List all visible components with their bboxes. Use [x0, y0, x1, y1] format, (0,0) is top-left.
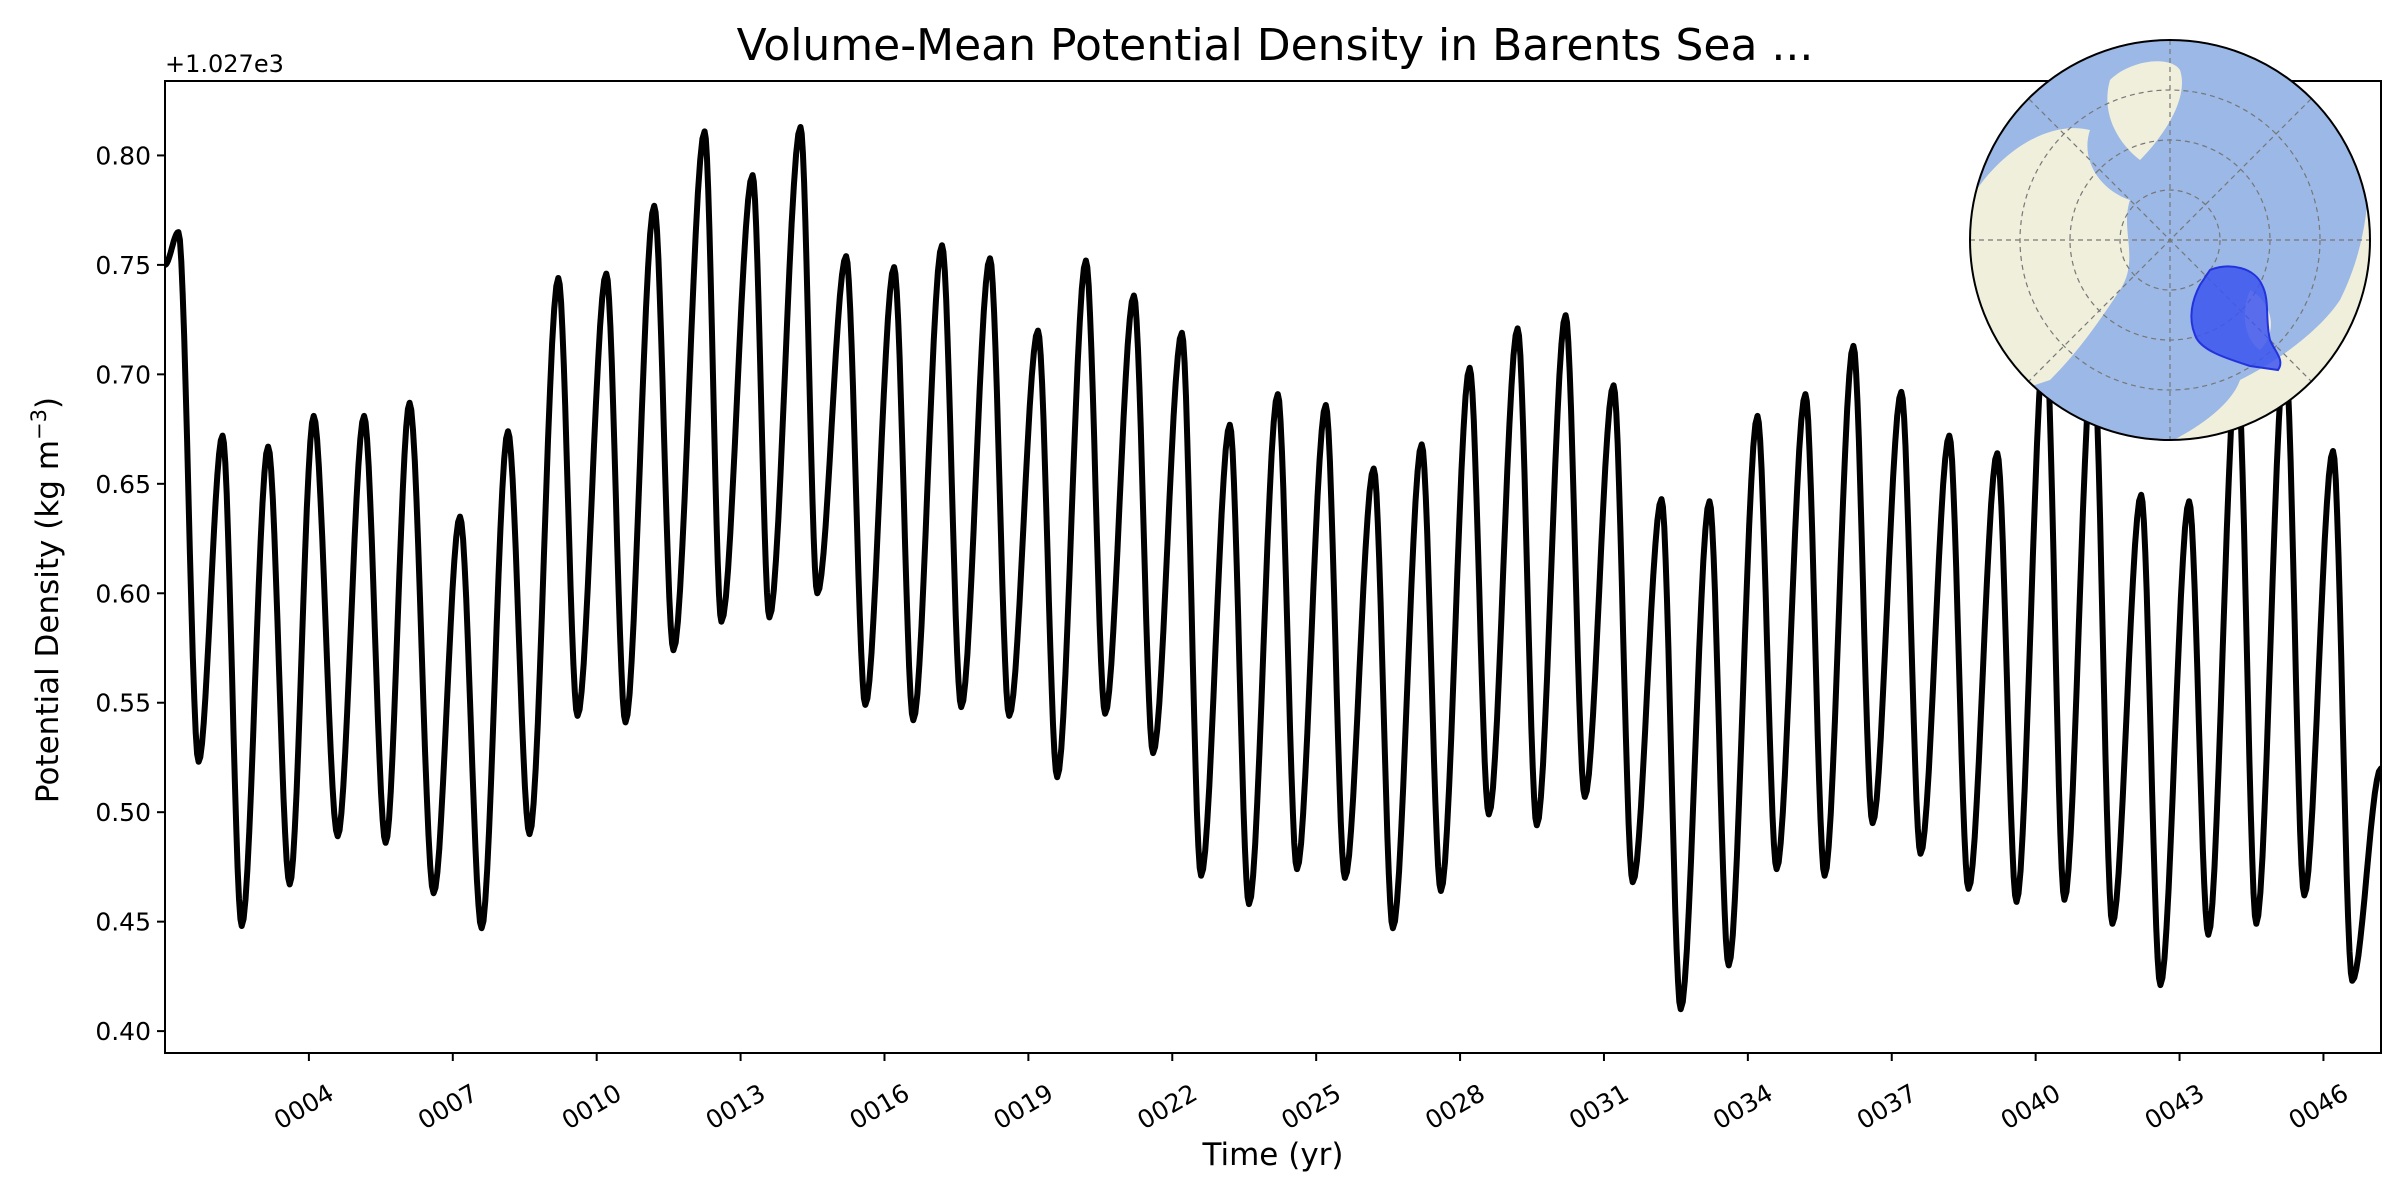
y-tick-label: 0.55 [95, 689, 151, 718]
x-tick-label: 0019 [989, 1078, 1059, 1135]
inset-region-map [1969, 39, 2371, 441]
x-tick-label: 0004 [269, 1078, 339, 1135]
x-tick-label: 0016 [845, 1078, 915, 1135]
y-tick-label: 0.75 [95, 251, 151, 280]
y-tick-label: 0.45 [95, 908, 151, 937]
map-land-north-america [1970, 128, 2130, 400]
density-series-line [165, 124, 2381, 1013]
chart-title: Volume-Mean Potential Density in Barents… [737, 20, 1814, 71]
y-tick-label: 0.65 [95, 470, 151, 499]
y-tick-label: 0.80 [95, 141, 151, 170]
x-tick-label: 0007 [413, 1078, 483, 1135]
x-axis-label: Time (yr) [1202, 1137, 1344, 1173]
x-ticks: 0004 0007 0010 0013 0016 0019 0022 0025 0028 0031… [269, 1053, 2353, 1135]
x-tick-label: 0028 [1420, 1078, 1490, 1135]
x-tick-label: 0010 [557, 1078, 627, 1135]
y-axis-label: Potential Density (kg m−3) [27, 397, 66, 803]
map-land-eurasia [2150, 40, 2370, 440]
y-tick-label: 0.60 [95, 579, 151, 608]
y-tick-label: 0.40 [95, 1017, 151, 1046]
x-tick-label: 0025 [1276, 1078, 1346, 1135]
x-tick-label: 0031 [1564, 1078, 1634, 1135]
map-outline [1969, 39, 2371, 441]
y-axis-label-main: Potential Density (kg m [30, 440, 66, 803]
y-offset-label: +1.027e3 [165, 50, 284, 78]
map-land-greenland [2107, 61, 2182, 160]
x-tick-label: 0013 [701, 1078, 771, 1135]
map-land-arctic-islands [2030, 152, 2085, 202]
x-tick-label: 0040 [1996, 1078, 2066, 1135]
x-tick-label: 0037 [1852, 1078, 1922, 1135]
y-axis-label-exponent: −3 [27, 409, 51, 440]
y-tick-label: 0.50 [95, 798, 151, 827]
map-barents-sea-region [2190, 265, 2282, 372]
y-axis-label-close: ) [30, 397, 66, 409]
y-tick-label: 0.70 [95, 360, 151, 389]
x-tick-label: 0046 [2284, 1078, 2354, 1135]
plot-frame [164, 80, 2382, 1054]
x-tick-label: 0043 [2140, 1078, 2210, 1135]
x-tick-label: 0034 [1708, 1078, 1778, 1135]
x-tick-label: 0022 [1132, 1078, 1202, 1135]
y-ticks: 0.40 0.45 0.50 0.55 0.60 0.65 0.70 0.75 0.80 [95, 141, 165, 1046]
